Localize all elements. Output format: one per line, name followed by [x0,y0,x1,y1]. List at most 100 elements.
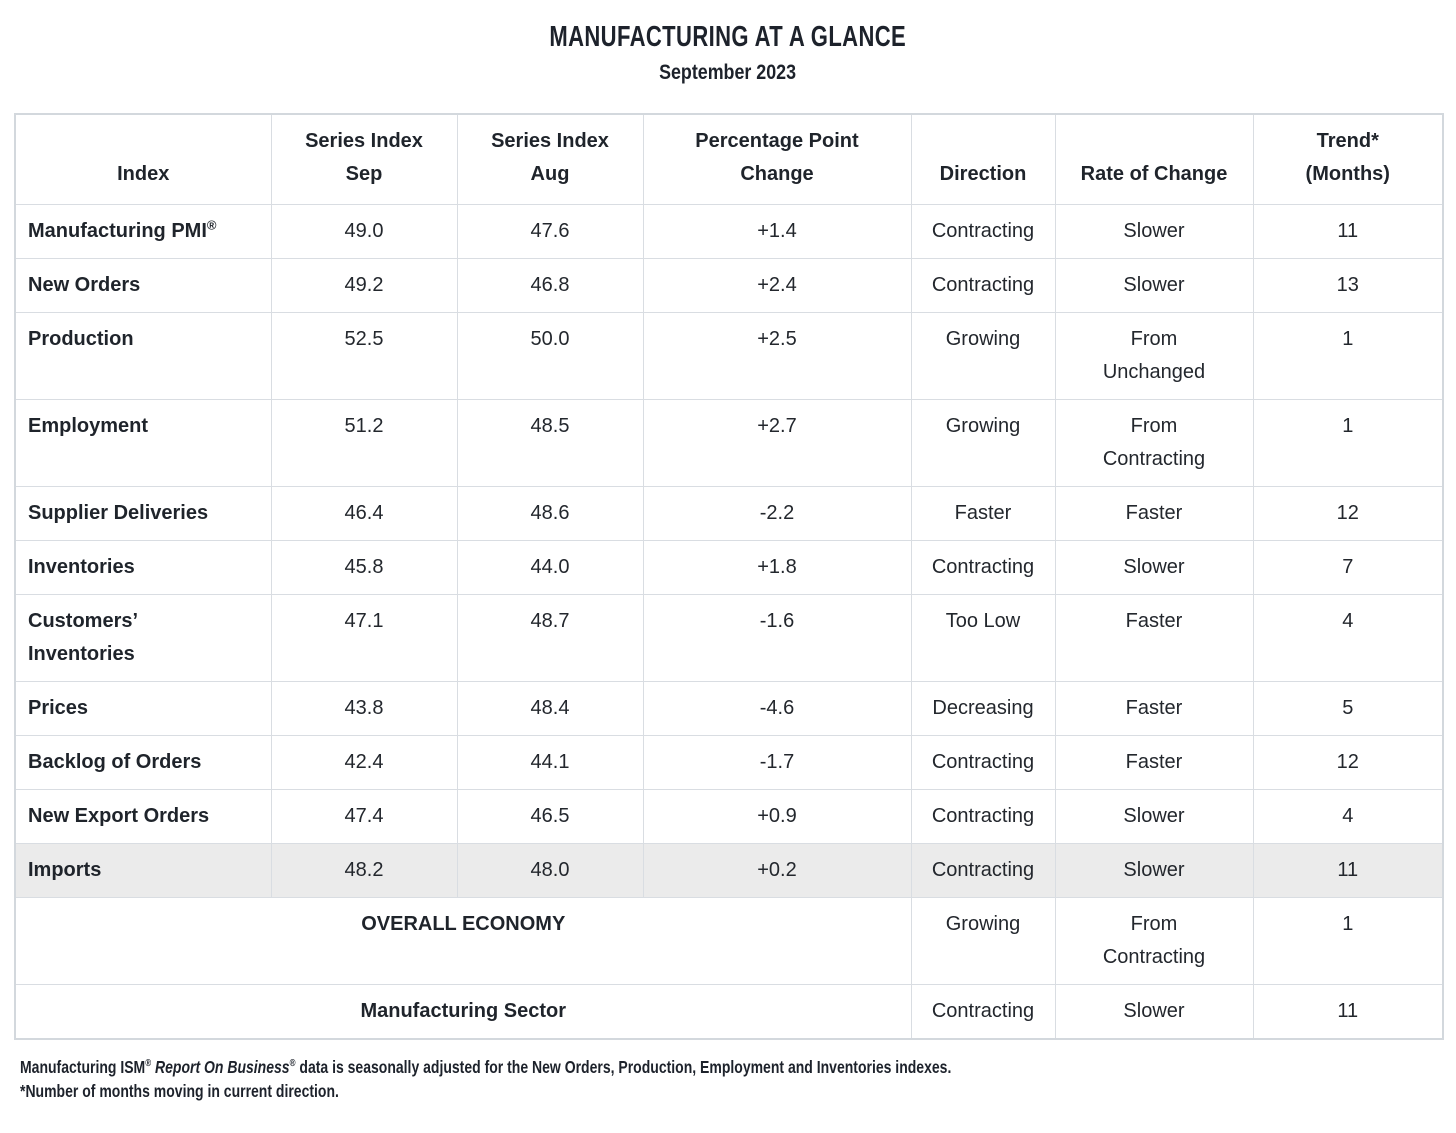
rate-value: From Unchanged [1054,312,1254,400]
aug-value: 44.1 [456,735,644,790]
trend-value: 11 [1252,204,1444,259]
direction-value: Faster [910,486,1056,541]
direction-value: Growing [910,897,1056,985]
rate-value: Slower [1054,984,1254,1040]
table-row-inventories: Inventories 45.8 44.0 +1.8 Contracting S… [14,540,1444,595]
col-header-percentage-point-change: Percentage Point Change [642,113,912,205]
col-header-trend-months: Trend* (Months) [1252,113,1444,205]
change-value: +0.2 [642,843,912,898]
col-header-index: Index [14,113,272,205]
change-value: -1.6 [642,594,912,682]
change-value: -4.6 [642,681,912,736]
direction-value: Growing [910,312,1056,400]
index-label: New Orders [14,258,272,313]
registered-trademark-symbol: ® [289,1058,296,1070]
col-header-direction: Direction [910,113,1056,205]
change-value: +1.4 [642,204,912,259]
sep-value: 46.4 [270,486,458,541]
direction-value: Contracting [910,540,1056,595]
aug-value: 48.5 [456,399,644,487]
footnote-text-prefix: Manufacturing ISM [20,1057,146,1077]
change-value: +2.5 [642,312,912,400]
trend-value: 11 [1252,843,1444,898]
aug-value: 48.6 [456,486,644,541]
aug-value: 48.4 [456,681,644,736]
footnote-seasonal-adjustment: Manufacturing ISM® Report On Business® d… [20,1055,951,1079]
rate-value: Slower [1054,843,1254,898]
change-value: +0.9 [642,789,912,844]
header-row: Index Series Index Sep Series Index Aug … [14,113,1444,205]
direction-value: Contracting [910,735,1056,790]
direction-value: Contracting [910,258,1056,313]
trend-value: 4 [1252,789,1444,844]
registered-trademark-symbol: ® [145,1058,152,1070]
aug-value: 44.0 [456,540,644,595]
sep-value: 42.4 [270,735,458,790]
change-value: +2.7 [642,399,912,487]
col-header-series-index-sep: Series Index Sep [270,113,458,205]
aug-value: 46.5 [456,789,644,844]
index-label: Manufacturing PMI® [14,204,272,259]
trend-value: 4 [1252,594,1444,682]
table-row-customers-inventories: Customers’ Inventories 47.1 48.7 -1.6 To… [14,594,1444,682]
direction-value: Too Low [910,594,1056,682]
sep-value: 43.8 [270,681,458,736]
aug-value: 48.0 [456,843,644,898]
direction-value: Contracting [910,984,1056,1040]
aug-value: 46.8 [456,258,644,313]
trend-value: 1 [1252,897,1444,985]
trend-value: 12 [1252,735,1444,790]
direction-value: Growing [910,399,1056,487]
index-label-text: Manufacturing PMI [28,220,207,242]
summary-label: OVERALL ECONOMY [14,897,912,985]
rate-value: Slower [1054,540,1254,595]
report-on-business-title: Report On Business [151,1057,290,1077]
rate-value: From Contracting [1054,399,1254,487]
table-row-new-orders: New Orders 49.2 46.8 +2.4 Contracting Sl… [14,258,1444,313]
manufacturing-at-a-glance-table: Index Series Index Sep Series Index Aug … [14,113,1444,1040]
table-row-new-export-orders: New Export Orders 47.4 46.5 +0.9 Contrac… [14,789,1444,844]
sep-value: 47.4 [270,789,458,844]
index-label: Backlog of Orders [14,735,272,790]
rate-value: Faster [1054,594,1254,682]
footnote-trend-definition: *Number of months moving in current dire… [20,1081,339,1101]
change-value: -2.2 [642,486,912,541]
rate-value: Slower [1054,789,1254,844]
direction-value: Contracting [910,789,1056,844]
table-row-employment: Employment 51.2 48.5 +2.7 Growing From C… [14,399,1444,487]
table-row-manufacturing-pmi: Manufacturing PMI® 49.0 47.6 +1.4 Contra… [14,204,1444,259]
rate-value: From Contracting [1054,897,1254,985]
summary-row-overall-economy: OVERALL ECONOMY Growing From Contracting… [14,897,1444,985]
trend-value: 7 [1252,540,1444,595]
summary-label: Manufacturing Sector [14,984,912,1040]
sep-value: 51.2 [270,399,458,487]
rate-value: Faster [1054,681,1254,736]
direction-value: Contracting [910,204,1056,259]
sep-value: 48.2 [270,843,458,898]
aug-value: 50.0 [456,312,644,400]
page-title: MANUFACTURING AT A GLANCE [549,21,907,53]
index-label: New Export Orders [14,789,272,844]
index-label: Prices [14,681,272,736]
table-row-supplier-deliveries: Supplier Deliveries 46.4 48.6 -2.2 Faste… [14,486,1444,541]
change-value: -1.7 [642,735,912,790]
index-label: Employment [14,399,272,487]
registered-trademark-symbol: ® [206,217,217,233]
trend-value: 11 [1252,984,1444,1040]
aug-value: 47.6 [456,204,644,259]
aug-value: 48.7 [456,594,644,682]
sep-value: 47.1 [270,594,458,682]
rate-value: Faster [1054,486,1254,541]
report-header: MANUFACTURING AT A GLANCE September 2023 [0,0,1456,86]
trend-value: 1 [1252,312,1444,400]
rate-value: Faster [1054,735,1254,790]
direction-value: Decreasing [910,681,1056,736]
direction-value: Contracting [910,843,1056,898]
change-value: +2.4 [642,258,912,313]
table-row-imports: Imports 48.2 48.0 +0.2 Contracting Slowe… [14,843,1444,898]
index-label: Inventories [14,540,272,595]
index-label: Customers’ Inventories [14,594,272,682]
rate-value: Slower [1054,258,1254,313]
trend-value: 13 [1252,258,1444,313]
index-label: Imports [14,843,272,898]
